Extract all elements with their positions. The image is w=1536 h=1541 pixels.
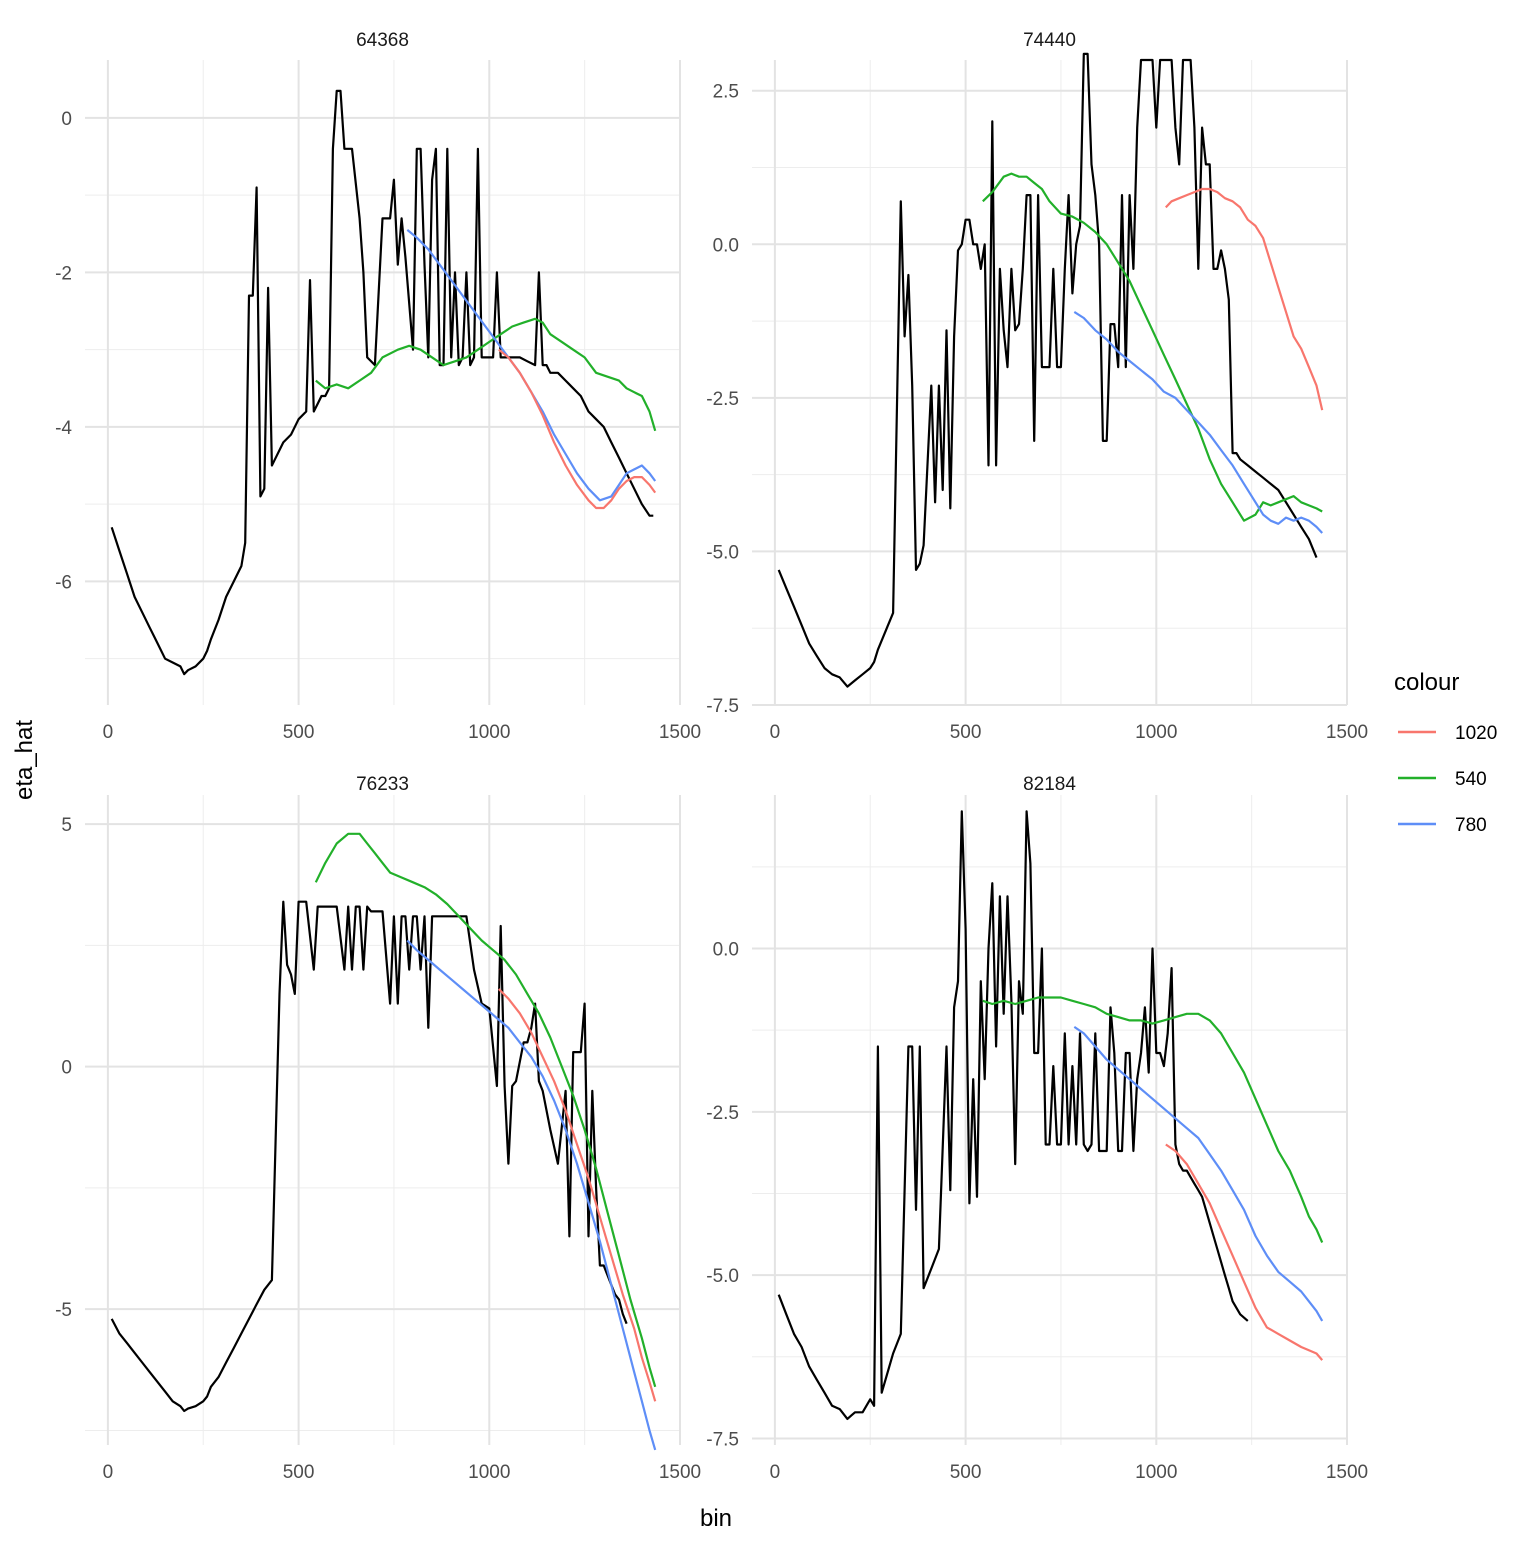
legend-title: colour — [1394, 669, 1459, 696]
y-tick-label: -5.0 — [706, 542, 739, 563]
series-line-observed — [110, 89, 654, 676]
series-line-1020 — [498, 988, 657, 1402]
legend-label-540: 540 — [1455, 769, 1487, 790]
panel-title: 74440 — [1023, 30, 1076, 51]
series-line-1020 — [1165, 187, 1324, 411]
y-tick-label: -6 — [55, 572, 72, 593]
y-tick-label: 2.5 — [713, 82, 739, 103]
series-line-observed — [777, 810, 1249, 1421]
x-tick-label: 500 — [283, 722, 315, 743]
x-tick-label: 1500 — [1326, 722, 1368, 743]
legend: colour 1020 540 780 — [1394, 669, 1497, 836]
y-tick-label: -4 — [55, 418, 72, 439]
series-line-1020 — [498, 348, 657, 510]
x-tick-label: 500 — [950, 722, 982, 743]
panel-76233: 0 500 1000 1500 5 0 -5 76233 — [55, 774, 701, 1483]
series-line-780 — [406, 229, 657, 502]
y-tick-label: 5 — [61, 815, 72, 836]
y-tick-label: -5 — [55, 1300, 72, 1321]
legend-label-1020: 1020 — [1455, 723, 1497, 744]
y-tick-label: -2.5 — [706, 389, 739, 410]
series-line-1020 — [1165, 1143, 1324, 1361]
series-line-540 — [982, 996, 1324, 1243]
legend-label-780: 780 — [1455, 815, 1487, 836]
x-tick-label: 0 — [770, 722, 781, 743]
y-tick-label: -7.5 — [706, 696, 739, 717]
x-tick-label: 1500 — [659, 722, 701, 743]
x-tick-label: 0 — [770, 1462, 781, 1483]
x-tick-label: 1500 — [659, 1462, 701, 1483]
panel-74440: 0 500 1000 1500 2.5 0.0 -2.5 -5.0 -7.5 74440 — [706, 30, 1368, 743]
panel-title: 82184 — [1023, 774, 1076, 795]
x-tick-label: 0 — [103, 1462, 114, 1483]
x-tick-label: 1000 — [1135, 1462, 1177, 1483]
y-tick-label: -5.0 — [706, 1266, 739, 1287]
panel-title: 76233 — [356, 774, 409, 795]
x-tick-label: 500 — [283, 1462, 315, 1483]
panel-82184: 0 500 1000 1500 0.0 -2.5 -5.0 -7.5 82184 — [706, 774, 1368, 1483]
series-line-540 — [314, 832, 657, 1388]
y-tick-label: -2 — [55, 263, 72, 284]
x-tick-label: 0 — [103, 722, 114, 743]
y-tick-label: -7.5 — [706, 1429, 739, 1450]
panel-title: 64368 — [356, 30, 409, 51]
y-tick-label: 0 — [61, 109, 72, 130]
panel-64368: 0 500 1000 1500 0 -2 -4 -6 64368 — [55, 30, 701, 743]
series-line-540 — [982, 172, 1323, 522]
x-tick-label: 1000 — [1135, 722, 1177, 743]
y-tick-label: 0.0 — [713, 940, 739, 961]
legend-entries: 1020 540 780 — [1398, 723, 1497, 836]
x-tick-label: 1000 — [468, 722, 510, 743]
y-tick-label: -2.5 — [706, 1103, 739, 1124]
y-tick-label: 0.0 — [713, 235, 739, 256]
series-line-observed — [777, 52, 1318, 688]
y-axis-title: eta_hat — [11, 720, 38, 800]
y-tick-label: 0 — [61, 1058, 72, 1079]
series-line-540 — [315, 317, 657, 432]
series-line-observed — [110, 900, 628, 1413]
series-line-780 — [1073, 310, 1324, 534]
x-tick-label: 1500 — [1326, 1462, 1368, 1483]
x-tick-label: 1000 — [468, 1462, 510, 1483]
x-axis-title: bin — [700, 1505, 732, 1532]
x-tick-label: 500 — [950, 1462, 982, 1483]
series-line-780 — [406, 939, 657, 1451]
series-line-780 — [1073, 1025, 1324, 1322]
